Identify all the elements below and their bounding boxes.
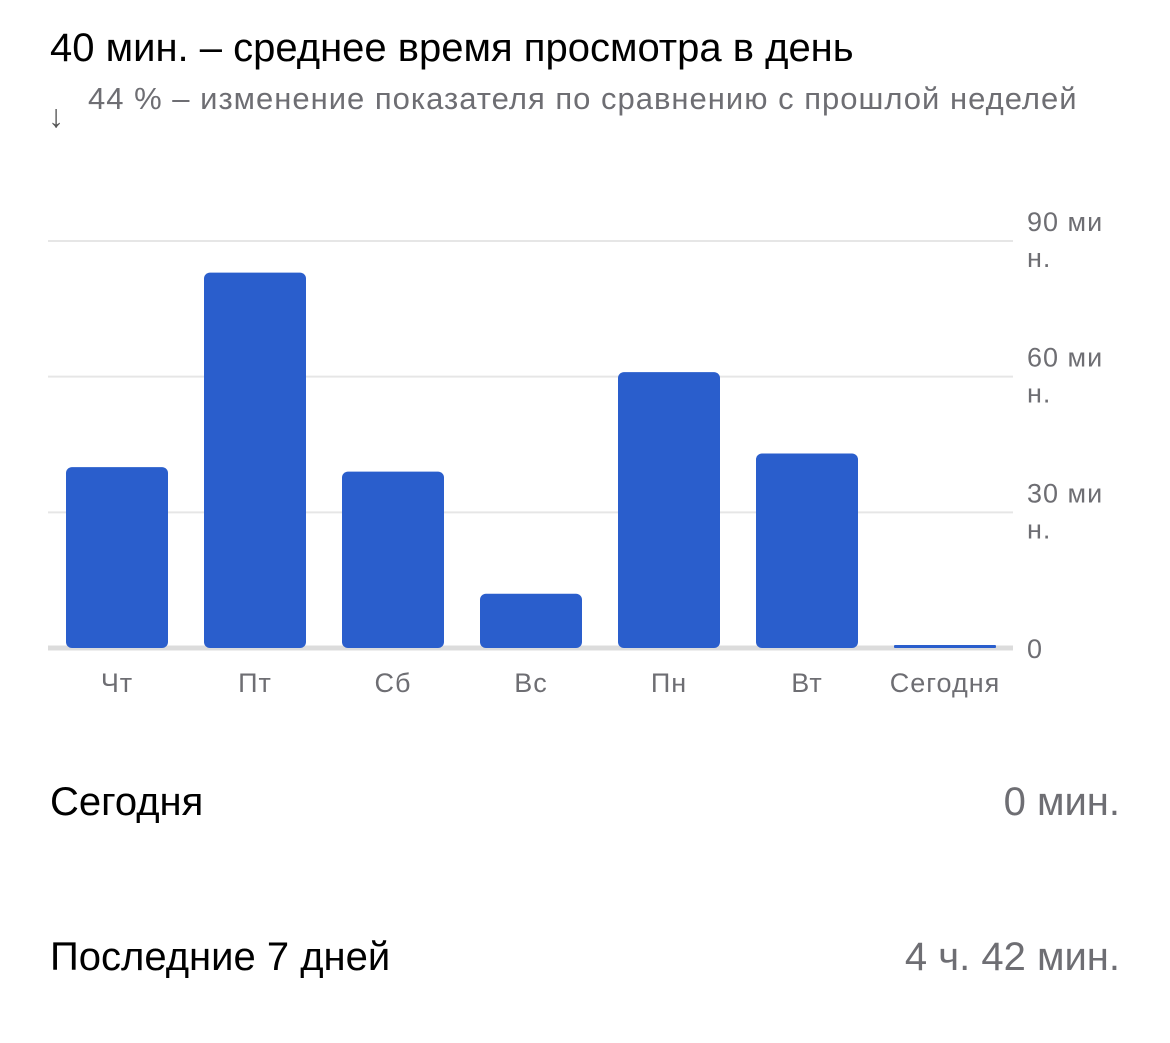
x-tick-label: Пт [238,668,272,698]
week-row: Последние 7 дней 4 ч. 42 мин. [50,935,1120,980]
today-label: Сегодня [50,780,204,824]
bar-Пн[interactable] [618,372,720,648]
today-value: 0 мин. [1003,780,1120,824]
page-title: 40 мин. – среднее время просмотра в день [50,26,854,70]
week-value: 4 ч. 42 мин. [904,935,1120,979]
x-tick-label: Чт [101,668,133,698]
x-tick-label: Сегодня [890,668,1000,698]
week-label: Последние 7 дней [50,935,391,979]
bar-Сегодня[interactable] [894,645,996,648]
x-tick-label: Вс [514,668,548,698]
bar-Сб[interactable] [342,471,444,648]
y-tick-label: 60 ми н. [1027,343,1103,409]
y-tick-label: 30 ми н. [1027,478,1103,544]
arrow-down-icon: ↓ [48,98,64,134]
bar-Вс[interactable] [480,593,582,648]
weekly-change: ↓ 44 % – изменение показателя по сравнен… [48,80,1128,136]
x-tick-label: Вт [791,668,822,698]
today-row: Сегодня 0 мин. [50,780,1120,825]
bar-Пт[interactable] [204,272,306,648]
bar-Чт[interactable] [66,467,168,648]
weekly-change-text: 44 % – изменение показателя по сравнению… [88,81,1078,116]
daily-watch-time-chart: 0 30 ми н. 60 ми н. 90 ми н. Чт Пт Сб Вс Пн Вт Сегодн… [48,207,1103,698]
y-tick-label: 0 [1027,634,1043,664]
bar-Вт[interactable] [756,453,858,648]
x-tick-label: Пн [651,668,687,698]
y-tick-label: 90 ми н. [1027,207,1103,273]
x-tick-label: Сб [375,668,412,698]
